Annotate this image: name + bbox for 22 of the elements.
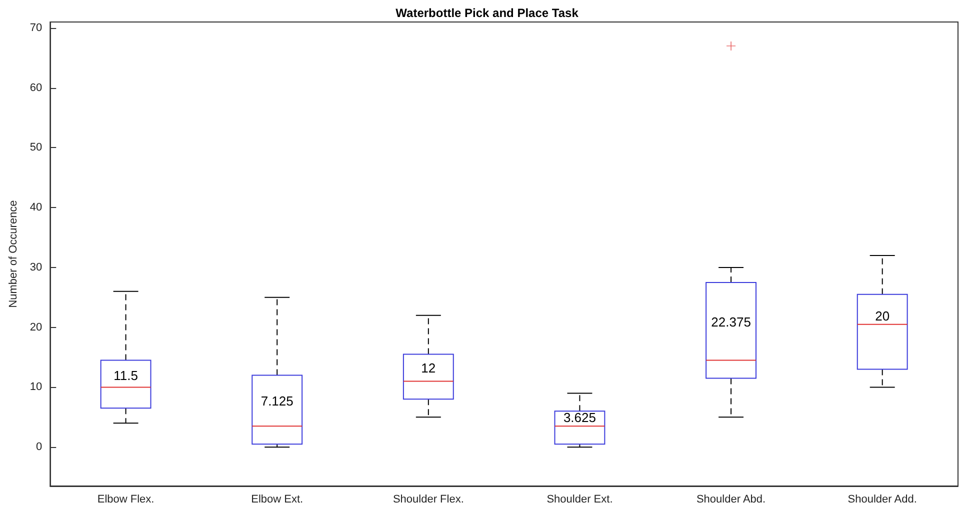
annotation: 11.5	[114, 368, 138, 384]
annotation: 12	[421, 360, 436, 376]
x-tick-label: Shoulder Abd.	[696, 494, 766, 506]
y-tick-label: 20	[30, 321, 42, 334]
x-tick-label: Shoulder Add.	[848, 494, 917, 506]
y-tick-label: 70	[30, 22, 42, 34]
y-tick-label: 60	[30, 82, 42, 94]
annotation: 3.625	[563, 410, 596, 426]
annotation: 7.125	[260, 394, 294, 409]
annotation: 20	[875, 308, 890, 324]
y-tick-label: 10	[30, 381, 42, 394]
y-tick-label: 30	[30, 261, 42, 274]
annotation: 22.375	[711, 314, 751, 330]
x-tick-label: Shoulder Flex.	[392, 494, 464, 506]
y-tick-label: 0	[36, 441, 42, 454]
x-tick-label: Shoulder Ext.	[546, 494, 613, 506]
chart-title: Waterbottle Pick and Place Task	[396, 6, 579, 20]
x-tick-label: Elbow Flex.	[97, 494, 154, 506]
x-tick-label: Elbow Ext.	[251, 494, 304, 506]
y-tick-label: 40	[30, 202, 42, 214]
y-axis-title: Number of Occurence	[8, 200, 20, 308]
y-tick-label: 50	[30, 142, 42, 154]
